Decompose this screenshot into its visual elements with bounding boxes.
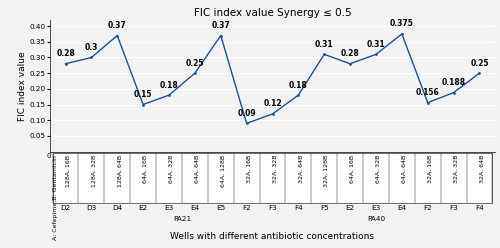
Text: Wells with different antibiotic concentrations: Wells with different antibiotic concentr… [170,232,374,241]
Text: 32A, 64B: 32A, 64B [298,155,304,183]
Text: E5: E5 [216,205,226,211]
Text: 128A, 32B: 128A, 32B [92,155,96,187]
Y-axis label: FIC index value: FIC index value [18,51,27,121]
Text: D3: D3 [86,205,97,211]
Text: 32A, 32B: 32A, 32B [272,155,278,183]
Text: D4: D4 [112,205,122,211]
Text: PA40: PA40 [367,216,385,222]
Text: 0.15: 0.15 [134,90,152,99]
Text: 32A, 64B: 32A, 64B [480,155,484,183]
Text: 0.25: 0.25 [186,59,204,68]
Text: 0.12: 0.12 [263,99,282,108]
Title: FIC index value Synergy ≤ 0.5: FIC index value Synergy ≤ 0.5 [194,8,352,18]
Text: 0.31: 0.31 [366,40,386,49]
Text: F4: F4 [294,205,302,211]
Text: 32A, 16B: 32A, 16B [246,155,252,183]
Text: E3: E3 [372,205,380,211]
Text: 32A, 128B: 32A, 128B [324,155,329,187]
Text: 0.09: 0.09 [238,109,256,118]
Text: 0.25: 0.25 [470,59,488,68]
Text: 0.37: 0.37 [212,21,230,30]
Text: F3: F3 [449,205,458,211]
Text: 0.37: 0.37 [108,21,126,30]
Text: 64A, 128B: 64A, 128B [221,155,226,187]
Text: 0.3: 0.3 [84,43,98,52]
Text: 32A, 16B: 32A, 16B [428,155,432,183]
Text: F5: F5 [320,205,328,211]
Text: 32A, 32B: 32A, 32B [454,155,458,183]
Text: 0.28: 0.28 [340,49,359,58]
Text: 64A, 16B: 64A, 16B [350,155,355,183]
Text: PA21: PA21 [173,216,191,222]
Bar [52,153,492,203]
Text: 64A, 64B: 64A, 64B [402,155,407,183]
Text: 0.18: 0.18 [289,81,308,90]
Text: 0.31: 0.31 [315,40,334,49]
Text: A: Cefepime,B: Gentamicin: A: Cefepime,B: Gentamicin [53,155,58,240]
Text: 0.188: 0.188 [442,78,466,87]
Text: F4: F4 [475,205,484,211]
Text: 128A, 64B: 128A, 64B [118,155,122,187]
Text: 0.375: 0.375 [390,19,414,29]
Text: F2: F2 [424,205,432,211]
Text: E4: E4 [190,205,200,211]
Text: 0.156: 0.156 [416,88,440,97]
Text: E3: E3 [164,205,173,211]
Text: 64A, 64B: 64A, 64B [195,155,200,183]
Text: 0: 0 [46,153,52,159]
Text: E2: E2 [138,205,148,211]
Text: 0.28: 0.28 [56,49,75,58]
Text: E4: E4 [397,205,406,211]
Text: 64A, 16B: 64A, 16B [143,155,148,183]
Text: 128A, 16B: 128A, 16B [66,155,70,187]
Text: 64A, 32B: 64A, 32B [169,155,174,183]
Text: F3: F3 [268,205,277,211]
Text: D2: D2 [60,205,70,211]
Text: 64A, 32B: 64A, 32B [376,155,381,183]
Text: F2: F2 [242,205,251,211]
Text: E2: E2 [346,205,354,211]
Text: 0.18: 0.18 [160,81,178,90]
